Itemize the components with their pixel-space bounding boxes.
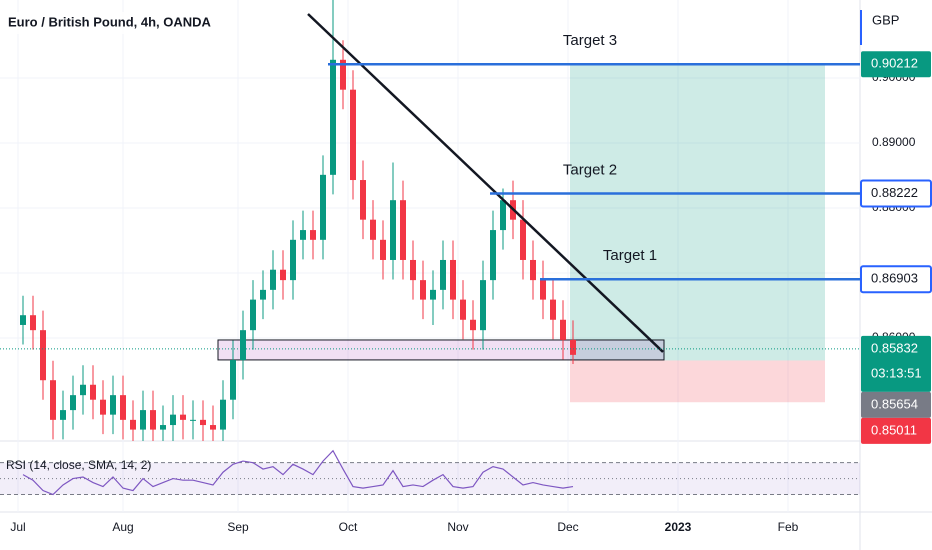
candle-body (140, 410, 146, 430)
candle-body (50, 380, 56, 420)
price-badge (861, 391, 931, 418)
rsi-line (22, 449, 574, 496)
target-label: Target 1 (603, 247, 657, 264)
candle-body (290, 239, 296, 281)
candle-body (320, 174, 326, 240)
candle-body (500, 200, 506, 231)
candle-body (540, 280, 546, 300)
candle-body (270, 269, 276, 290)
x-tick-label: Dec (557, 520, 578, 534)
grid (0, 0, 860, 512)
candle-body (520, 219, 526, 260)
candle-body (380, 239, 386, 260)
candle-body (360, 180, 366, 220)
candle-body (460, 299, 466, 320)
candle-body (230, 360, 236, 400)
candle-body (420, 280, 426, 300)
candle-body (410, 259, 416, 281)
candle-body (190, 419, 196, 421)
candle-body (180, 414, 186, 420)
candle-body (130, 419, 136, 430)
candle-body (430, 289, 436, 300)
candle-body (480, 280, 486, 331)
x-tick-label: Jul (10, 520, 25, 534)
x-tick-label: Sep (227, 520, 249, 534)
candle-body (110, 395, 116, 415)
axes: 0.860000.870000.880000.890000.90000JulAu… (10, 51, 932, 534)
candle-body (490, 230, 496, 281)
price-badge-label: 0.85832 (871, 340, 918, 355)
candle-body (400, 200, 406, 260)
rsi-pane (0, 449, 860, 496)
price-badge (861, 417, 931, 444)
target-label: Target 3 (563, 32, 617, 49)
candle-body (80, 384, 86, 396)
candle-body (330, 59, 336, 175)
price-badge (860, 265, 932, 294)
x-tick-label: 2023 (665, 520, 692, 534)
candle-body (170, 414, 176, 426)
price-badge (860, 179, 932, 208)
candle-body (440, 259, 446, 290)
candle-body (340, 59, 346, 90)
candle-body (530, 259, 536, 281)
trendline (307, 13, 664, 353)
candle-body (450, 259, 456, 300)
main-pane: Target 1 Target 2 Target 3 (0, 0, 860, 441)
candle-body (210, 425, 216, 430)
candle-body (310, 230, 316, 240)
candle-body (550, 299, 556, 320)
x-tick-label: Feb (778, 520, 799, 534)
candle-body (390, 200, 396, 260)
candle-body (470, 319, 476, 331)
candle-body (150, 410, 156, 430)
price-badge-label: 0.85654 (871, 396, 918, 411)
price-badge (861, 51, 931, 78)
price-badge-label: 0.85011 (871, 422, 917, 437)
price-badge-label: 0.86903 (871, 271, 918, 286)
candle-body (280, 269, 286, 281)
candle-body (370, 219, 376, 240)
candle-body (60, 410, 66, 420)
x-tick-label: Oct (339, 520, 358, 534)
candle-body (570, 339, 576, 355)
candle-body (30, 315, 36, 331)
candle-body (20, 315, 26, 325)
candle-body (70, 395, 76, 411)
candle-body (350, 89, 356, 181)
support-zone (217, 339, 665, 361)
x-tick-label: Aug (112, 520, 133, 534)
price-badge-label: 0.90212 (871, 56, 918, 71)
candle-body (120, 395, 126, 420)
candle-body (250, 299, 256, 331)
chart-title: Euro / British Pound, 4h, OANDA (8, 14, 212, 29)
candle-body (260, 289, 266, 300)
candle-body (40, 330, 46, 381)
candle-body (220, 399, 226, 430)
candle-body (300, 230, 306, 240)
profit-zone (570, 64, 825, 361)
stop-zone (570, 360, 825, 403)
countdown: 03:13:51 (871, 365, 922, 380)
candle-body (200, 419, 206, 426)
candle-body (160, 425, 166, 430)
target-label: Target 2 (563, 162, 617, 179)
candle-body (90, 384, 96, 400)
currency: GBP (872, 12, 899, 27)
candle-body (560, 319, 566, 340)
y-tick-label: 0.89000 (872, 135, 916, 149)
candle-body (240, 330, 246, 361)
rsi-label: RSI (14, close, SMA, 14, 2) (6, 458, 151, 472)
x-tick-label: Nov (447, 520, 468, 534)
title-bg (0, 12, 230, 34)
price-badge-label: 0.88222 (871, 185, 918, 200)
price-badge (861, 335, 931, 392)
candle-body (100, 399, 106, 415)
